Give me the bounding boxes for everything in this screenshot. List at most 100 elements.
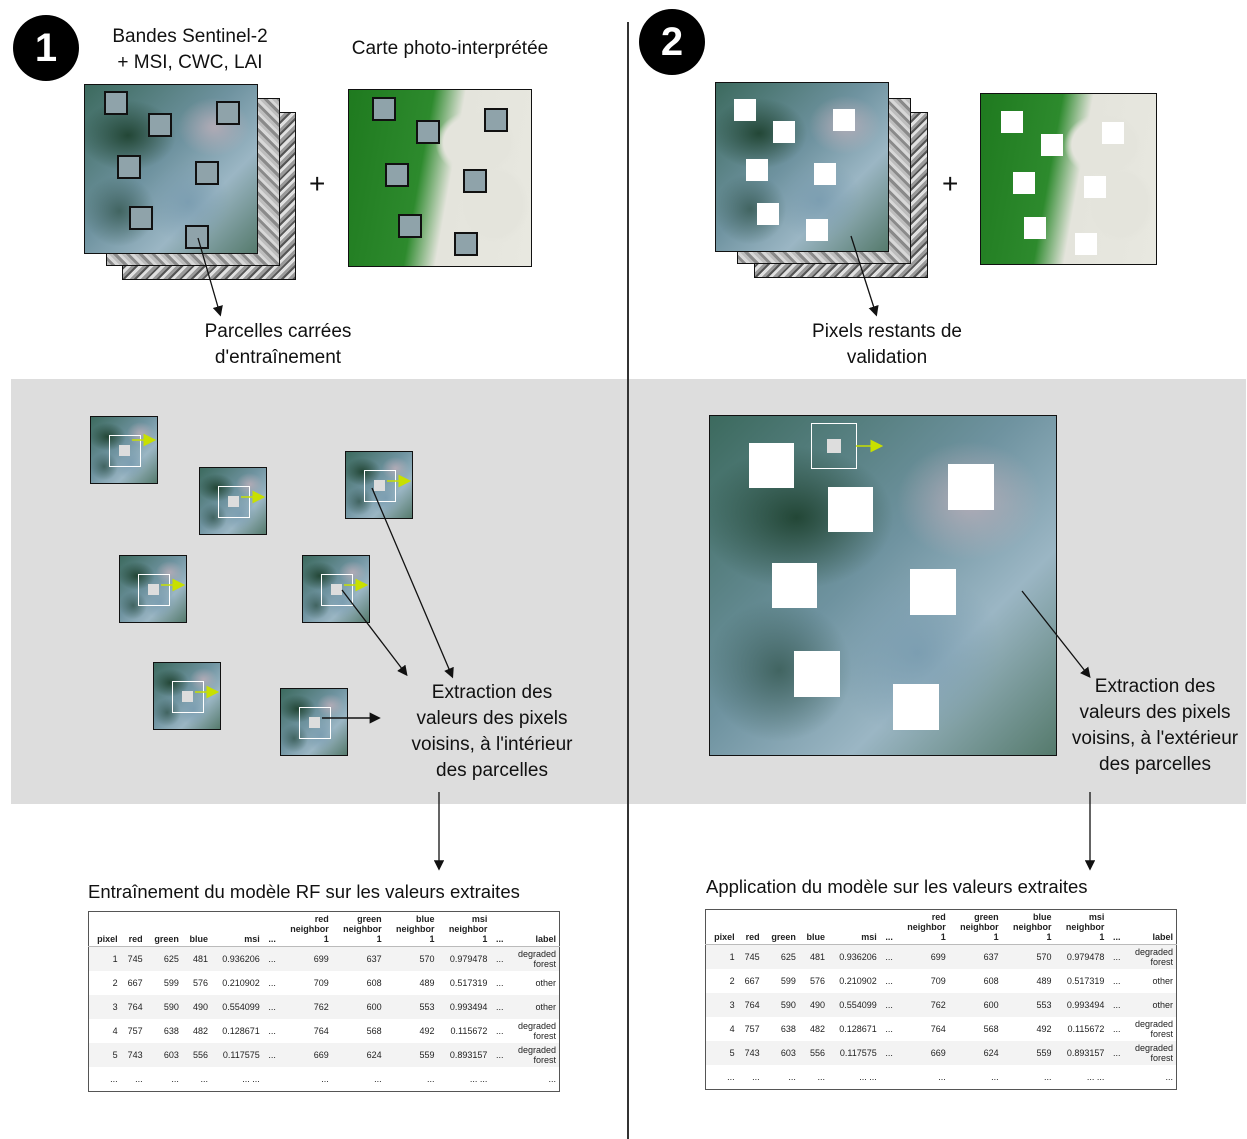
- table-cell: 590: [762, 993, 799, 1017]
- table-cell: 0.554099: [211, 995, 263, 1019]
- table-cell: 0.117575: [828, 1041, 880, 1065]
- table-row: ............ ... ............ ... ......: [89, 1067, 560, 1092]
- validation-plot: [828, 487, 873, 532]
- table-cell: ...: [171, 1074, 179, 1084]
- step-2-badge: 2: [639, 9, 705, 75]
- table-cell: ...: [1107, 944, 1124, 969]
- table-cell: 0.210902: [839, 976, 877, 986]
- training-plot: [385, 163, 409, 187]
- table-cell: ...: [200, 1074, 209, 1084]
- validation-plot: [773, 121, 795, 143]
- table-cell: 669: [278, 1043, 332, 1067]
- extraction-outside-line3: voisins, à l'extérieur: [1071, 728, 1239, 749]
- arrow-to-extraction: [371, 487, 454, 679]
- table-header-cell: msi neighbor 1: [1065, 912, 1105, 942]
- training-plot: [484, 108, 508, 132]
- table-header-cell: red neighbor 1: [907, 912, 946, 942]
- validation-plot: [948, 464, 994, 510]
- table-cell: ...: [495, 1026, 504, 1036]
- table-header-cell: label: [1152, 932, 1173, 942]
- table-cell: degraded forest: [506, 1043, 560, 1067]
- table-cell: ...: [788, 1072, 796, 1082]
- table-cell: other: [535, 978, 556, 988]
- table-cell: 556: [181, 1043, 212, 1067]
- table-row: 1 745 625 481 0.936206... 699 637 570 0.979478..…: [705, 944, 1177, 969]
- table-cell: 762: [895, 993, 949, 1017]
- table-cell: 590: [145, 995, 182, 1019]
- table-cell: 757: [744, 1024, 760, 1034]
- table-cell: 568: [366, 1026, 382, 1036]
- photo-interpreted-map: [348, 89, 532, 267]
- table-cell: 2: [112, 978, 118, 988]
- table-cell: 1: [705, 944, 738, 969]
- validation-plot: [794, 651, 840, 697]
- training-plot: [463, 169, 487, 193]
- table-cell: 3: [88, 995, 121, 1019]
- table-cell: degraded forest: [517, 1021, 556, 1041]
- table-cell: 709: [930, 976, 946, 986]
- table-cell: 492: [419, 1026, 435, 1036]
- training-plots-label: Parcelles carrées d'entraînement: [180, 319, 376, 371]
- table-cell: 638: [163, 1026, 179, 1036]
- table-cell: 0.893157: [1054, 1041, 1108, 1065]
- table-cell: ...: [374, 1074, 382, 1084]
- validation-plot: [1001, 111, 1023, 133]
- validation-plot: [746, 159, 768, 181]
- table-cell: 608: [366, 978, 382, 988]
- table-header-cell: red: [128, 934, 143, 944]
- extraction-outside-label: Extraction des valeurs des pixels voisin…: [1064, 674, 1246, 778]
- table-cell: 638: [780, 1024, 796, 1034]
- validation-plot: [1102, 122, 1124, 144]
- training-plot: [416, 120, 440, 144]
- table-header-cell: green neighbor 1: [343, 914, 382, 944]
- table-cell: degraded forest: [1123, 944, 1177, 969]
- table-header-cell: ...: [885, 932, 893, 942]
- validation-plot: [749, 443, 794, 488]
- validation-pixels-label-line2: validation: [846, 347, 928, 368]
- training-plots-label-line2: d'entraînement: [214, 347, 342, 368]
- table-cell: 559: [384, 1043, 438, 1067]
- validation-plot: [814, 163, 836, 185]
- training-plot: [398, 214, 422, 238]
- table-cell: ...: [879, 1041, 896, 1065]
- table-header-cell: green: [771, 932, 796, 942]
- table-cell: ...: [548, 1074, 556, 1084]
- table-row: 3 764 590 490 0.554099... 762 600 553 0.993494..…: [88, 995, 560, 1019]
- table-row: 4 757 638 482 0.128671... 764 568 492 0.115672..…: [706, 1017, 1177, 1041]
- table-cell: ...: [268, 978, 276, 988]
- table-cell: ...: [885, 1024, 893, 1034]
- table-cell: 743: [737, 1041, 763, 1065]
- center-pixel: [827, 439, 841, 453]
- table-cell: ...: [1165, 1072, 1173, 1082]
- table-cell: 2: [729, 976, 735, 986]
- table-header-cell: blue neighbor 1: [396, 914, 435, 944]
- arrow-to-extraction: [1021, 590, 1091, 679]
- step-1-badge: 1: [13, 15, 79, 81]
- table-cell: 556: [798, 1041, 829, 1065]
- table-cell: 0.517319: [1066, 976, 1105, 986]
- training-data-table: pixel red green blue msi... red neighbor 1 gre…: [88, 911, 560, 1092]
- table-cell: 0.115672: [1067, 1024, 1105, 1034]
- table-cell: ...: [1112, 976, 1121, 986]
- table-cell: ...: [262, 1043, 279, 1067]
- extraction-outside-line4: des parcelles: [1099, 754, 1211, 775]
- photo-interpreted-map: [980, 93, 1157, 265]
- table-cell: ...: [885, 976, 893, 986]
- table-header-cell: blue: [189, 934, 209, 944]
- table-cell: 482: [809, 1024, 826, 1034]
- table-cell: 489: [419, 978, 435, 988]
- table-cell: 745: [737, 944, 763, 969]
- table-cell: 0.128671: [839, 1024, 877, 1034]
- plot-thumbnail: [90, 416, 158, 484]
- table-header-cell: pixel: [714, 932, 735, 942]
- table-cell: 624: [331, 1043, 385, 1067]
- plus-sign: +: [309, 168, 326, 199]
- table-cell: ...: [135, 1074, 143, 1084]
- table-cell: ...: [262, 946, 279, 971]
- table-header-cell: msi neighbor 1: [448, 914, 488, 944]
- table-cell: ... ...: [242, 1074, 260, 1084]
- table-header-cell: ...: [495, 934, 504, 944]
- table-cell: 5: [88, 1043, 121, 1067]
- validation-plot: [734, 99, 756, 121]
